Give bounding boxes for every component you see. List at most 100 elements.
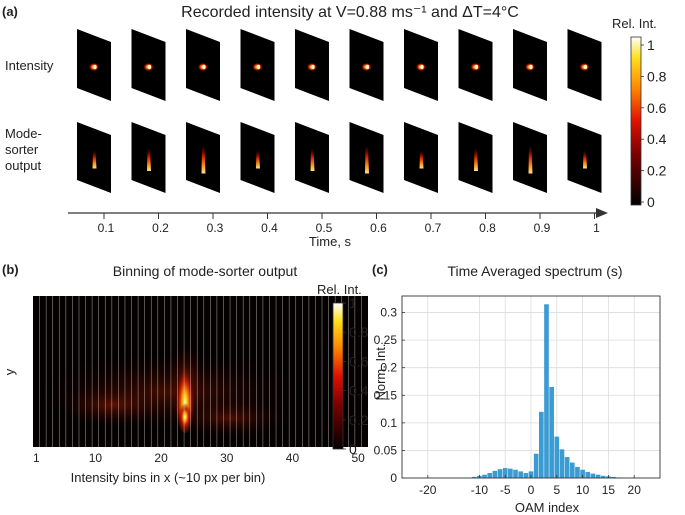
time-tick-label: 0.2: [152, 221, 169, 235]
spectrum-bar: [549, 387, 554, 478]
intensity-frame: [77, 29, 111, 101]
row-label-mode-1: Mode-: [5, 126, 42, 141]
y-tick-label: 0.2: [380, 361, 397, 375]
time-tick-label: 0.5: [316, 221, 333, 235]
spectrum-bar: [508, 468, 513, 478]
mode-sorter-frame: [295, 122, 329, 193]
panel-a: (a) Recorded intensity at V=0.88 ms⁻¹ an…: [2, 4, 667, 249]
bin-tick-label: 50: [351, 451, 365, 465]
time-tick-label: 0.3: [207, 221, 224, 235]
mode-sorter-frame: [240, 122, 275, 193]
spectrum-bar: [554, 436, 560, 478]
spectrum-plot: -20 -10 -5 0 5 10 15 20 0 0.05 0.1 0.15 0.2 0.25 0.3: [374, 295, 661, 497]
spectrum-bar: [471, 476, 477, 478]
colorbar-b-ticks: 1 0.8 0.6 0.4 0.2 0: [343, 295, 369, 457]
panel-a-label: (a): [2, 4, 18, 19]
bin-tick-label: 20: [154, 451, 168, 465]
colorbar-tick-label: 0.6: [349, 353, 369, 369]
spectrum-bar: [533, 453, 539, 478]
mode-sorter-frame: [77, 122, 111, 193]
panel-b-xticks: 1 10 20 30 40 50: [33, 451, 365, 465]
mode-sorter-frame: [186, 122, 220, 193]
spectrum-bar: [518, 471, 524, 478]
row-label-mode-3: output: [5, 158, 42, 173]
y-tick-label: 0.05: [374, 443, 398, 457]
intensity-frame: [131, 29, 166, 101]
time-tick-label: 0.8: [479, 221, 496, 235]
panel-a-title: Recorded intensity at V=0.88 ms⁻¹ and ΔT…: [181, 4, 519, 21]
panel-c: (c) Time Averaged spectrum (s) Norm. Int…: [372, 262, 661, 515]
x-tick-label: 20: [628, 483, 642, 497]
time-axis-arrow-icon: [596, 208, 608, 218]
spectrum-bar: [585, 471, 591, 478]
colorbar-tick-label: 0.8: [647, 68, 667, 84]
y-tick-label: 0.15: [374, 388, 398, 402]
spectrum-bar: [487, 473, 493, 478]
spectrum-bar: [580, 469, 585, 478]
spectrum-bar: [569, 462, 575, 478]
row-label-intensity: Intensity: [5, 58, 54, 73]
x-tick-label: 10: [576, 483, 590, 497]
panel-b-xlabel: Intensity bins in x (~10 px per bin): [71, 470, 266, 485]
spectrum-bar: [528, 471, 534, 478]
time-tick-label: 0.4: [261, 221, 278, 235]
mode-sorter-frame: [458, 122, 493, 193]
spectrum-bar: [538, 411, 544, 478]
y-tick-label: 0.1: [380, 416, 397, 430]
panel-c-label: (c): [372, 262, 388, 277]
intensity-frame: [513, 29, 547, 101]
time-tick-label: 0.7: [425, 221, 442, 235]
binning-heatmap: [33, 296, 368, 447]
spectrum-bar: [564, 457, 570, 478]
time-ticks: 0.1 0.2 0.3 0.4 0.5 0.6 0.7 0.8 0.9 1: [98, 213, 600, 235]
panel-c-xlabel: OAM index: [515, 500, 580, 515]
colorbar-a: [630, 36, 642, 206]
colorbar-tick-label: 1: [647, 37, 655, 53]
panel-b-label: (b): [2, 262, 19, 277]
x-tick-label: 0: [528, 483, 535, 497]
y-tick-label: 0: [390, 471, 397, 485]
colorbar-a-label: Rel. Int.: [612, 16, 657, 31]
intensity-frame: [240, 29, 275, 101]
bin-tick-label: 30: [220, 451, 234, 465]
intensity-frame: [458, 29, 493, 101]
row-label-mode-2: sorter: [5, 142, 39, 157]
spectrum-bar: [575, 466, 580, 478]
spectrum-bar: [482, 474, 487, 478]
spectrum-bar: [600, 475, 606, 478]
time-tick-label: 1: [593, 221, 600, 235]
spectrum-bar: [595, 474, 601, 478]
bin-tick-label: 40: [286, 451, 300, 465]
spectrum-bar: [611, 476, 616, 478]
intensity-frame: [349, 29, 384, 101]
colorbar-b: [332, 302, 344, 450]
colorbar-tick-label: 0.4: [349, 383, 369, 399]
colorbar-tick-label: 0.6: [647, 100, 667, 116]
mode-sorter-frame: [404, 122, 438, 193]
frame-grid: [77, 29, 602, 193]
spectrum-bar: [513, 469, 518, 478]
spectrum-bar: [523, 473, 529, 478]
colorbar-b-label: Rel. Int.: [317, 282, 362, 297]
mode-sorter-frame: [513, 122, 547, 193]
colorbar-tick-label: 0.8: [349, 324, 369, 340]
panel-c-ylabel: Norm. Int.: [373, 343, 388, 400]
spectrum-bar: [559, 449, 565, 478]
x-tick-label: 5: [553, 483, 560, 497]
bin-tick-label: 1: [33, 451, 40, 465]
intensity-frame: [186, 29, 220, 101]
panel-b-title: Binning of mode-sorter output: [113, 263, 298, 279]
time-tick-label: 0.1: [98, 221, 115, 235]
bin-tick-label: 10: [89, 451, 103, 465]
colorbar-tick-label: 0.2: [647, 163, 667, 179]
x-tick-label: -10: [471, 483, 489, 497]
x-tick-label: -20: [419, 483, 437, 497]
x-tick-label: -5: [500, 483, 511, 497]
spectrum-bar: [502, 468, 508, 478]
time-tick-label: 0.9: [534, 221, 551, 235]
colorbar-tick-label: 0: [349, 441, 357, 457]
panel-b-ylabel: y: [2, 368, 17, 375]
y-tick-label: 0.25: [374, 333, 398, 347]
spectrum-bar: [590, 473, 596, 478]
